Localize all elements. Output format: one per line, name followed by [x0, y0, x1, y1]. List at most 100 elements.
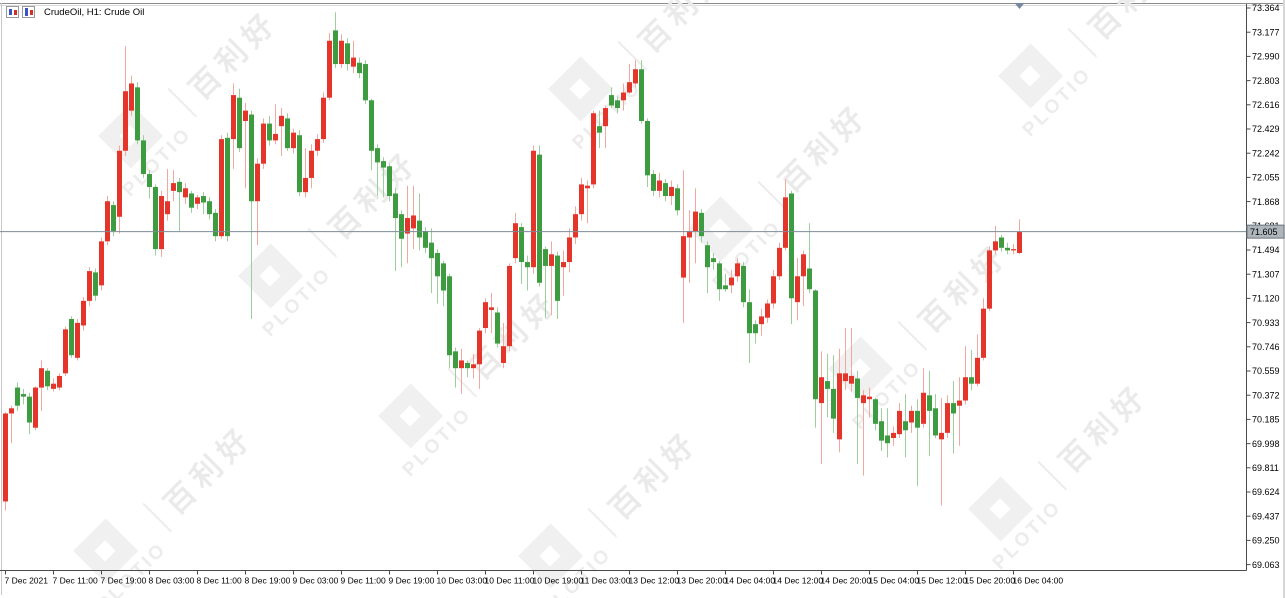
candle-bull	[819, 377, 824, 404]
candle-bull	[975, 357, 980, 384]
window-top-border	[0, 3, 1285, 4]
candle-bull	[171, 183, 176, 191]
candle-bear	[399, 214, 404, 239]
candle-bull	[279, 115, 284, 127]
candle-bull	[315, 139, 320, 151]
price-axis-label: 72.055	[1252, 173, 1280, 183]
time-axis-label: 14 Dec 04:00	[725, 576, 776, 586]
candle-bull	[243, 110, 248, 121]
candle-bull	[405, 218, 410, 234]
candle-bull	[963, 377, 968, 401]
candle-wick	[503, 322, 504, 369]
candle-bull	[921, 392, 926, 424]
candle-bull	[843, 373, 848, 382]
candle-bull	[327, 40, 332, 98]
candle-bull	[105, 201, 110, 242]
candle-bear	[663, 183, 668, 197]
time-axis-label: 8 Dec 19:00	[245, 576, 291, 586]
candle-bear	[969, 377, 974, 384]
candle-bear	[495, 312, 500, 344]
window-right-border	[1283, 0, 1285, 598]
candle-bear	[441, 263, 446, 291]
candle-bear	[723, 285, 728, 290]
candle-bear	[141, 140, 146, 175]
time-axis-label: 9 Dec 19:00	[389, 576, 435, 586]
time-axis-label: 9 Dec 03:00	[293, 576, 339, 586]
candle-wick	[563, 250, 564, 296]
candle-bear	[435, 252, 440, 277]
time-axis-label: 15 Dec 12:00	[917, 576, 968, 586]
candle-wick	[383, 157, 384, 198]
candle-bull	[117, 150, 122, 217]
candle-bull	[501, 346, 506, 363]
candle-bull	[861, 395, 866, 404]
time-axis-label: 10 Dec 11:00	[485, 576, 535, 586]
candle-wick	[971, 350, 972, 391]
candle-bull	[99, 241, 104, 286]
price-axis-label: 72.990	[1252, 52, 1280, 62]
candle-bear	[855, 378, 860, 398]
candle-bear	[705, 245, 710, 268]
price-axis-label: 71.868	[1252, 197, 1280, 207]
candle-wick	[995, 225, 996, 255]
candle-wick	[953, 381, 954, 454]
candle-bear	[111, 205, 116, 231]
candle-bull	[867, 396, 872, 400]
candle-bull	[231, 95, 236, 140]
candle-wick	[11, 405, 12, 444]
candle-wick	[245, 102, 246, 189]
candle-wick	[377, 144, 378, 197]
price-axis-label: 70.746	[1252, 342, 1280, 352]
candle-bear	[597, 126, 602, 133]
candle-bear	[807, 268, 812, 290]
candle-bear	[903, 421, 908, 431]
candle-bull	[801, 254, 806, 277]
candle-bear	[915, 410, 920, 428]
candle-bear	[153, 186, 158, 250]
candle-bull	[81, 300, 86, 326]
candle-bear	[333, 30, 338, 65]
candle-bear	[429, 242, 434, 259]
time-axis-label: 8 Dec 11:00	[197, 576, 242, 586]
candle-bear	[21, 394, 26, 397]
candle-bear	[285, 118, 290, 149]
price-axis-label: 69.811	[1252, 463, 1279, 473]
candle-wick	[689, 210, 690, 283]
price-axis-label: 73.177	[1252, 27, 1280, 37]
price-axis-label: 69.063	[1252, 560, 1280, 570]
price-axis-label: 69.250	[1252, 536, 1280, 546]
current-price-tag	[1246, 224, 1285, 239]
candle-wick	[821, 351, 822, 464]
candle-bear	[267, 123, 272, 141]
candle-bull	[765, 303, 770, 318]
candle-bear	[393, 193, 398, 219]
symbol-title: CrudeOil, H1: Crude Oil	[44, 6, 145, 18]
candle-bear	[675, 188, 680, 211]
candle-bull	[591, 113, 596, 185]
candle-bull	[549, 254, 554, 266]
candle-bear	[249, 114, 254, 202]
candle-bear	[615, 100, 620, 109]
candle-bear	[447, 276, 452, 356]
price-axis-label: 70.559	[1252, 366, 1280, 376]
chart-header: CrudeOil, H1: Crude Oil	[6, 6, 144, 18]
candle-wick	[395, 188, 396, 272]
candle-bull	[633, 69, 638, 84]
candle-wick	[167, 168, 168, 221]
candle-bull	[729, 277, 734, 286]
candle-bear	[225, 137, 230, 237]
last-bar-marker-icon	[1014, 3, 1025, 9]
candle-bull	[1017, 231, 1022, 253]
candle-wick	[275, 104, 276, 145]
candle-wick	[179, 177, 180, 231]
time-axis-label: 7 Dec 2021	[5, 576, 49, 586]
candle-bull	[75, 322, 80, 358]
bar-chart-icon	[6, 6, 19, 18]
price-axis-label: 69.624	[1252, 487, 1280, 497]
candle-bull	[981, 308, 986, 358]
candle-bull	[351, 57, 356, 67]
candle-bull	[759, 316, 764, 325]
time-axis-label: 14 Dec 12:00	[773, 576, 824, 586]
time-axis-label: 13 Dec 12:00	[629, 576, 680, 586]
